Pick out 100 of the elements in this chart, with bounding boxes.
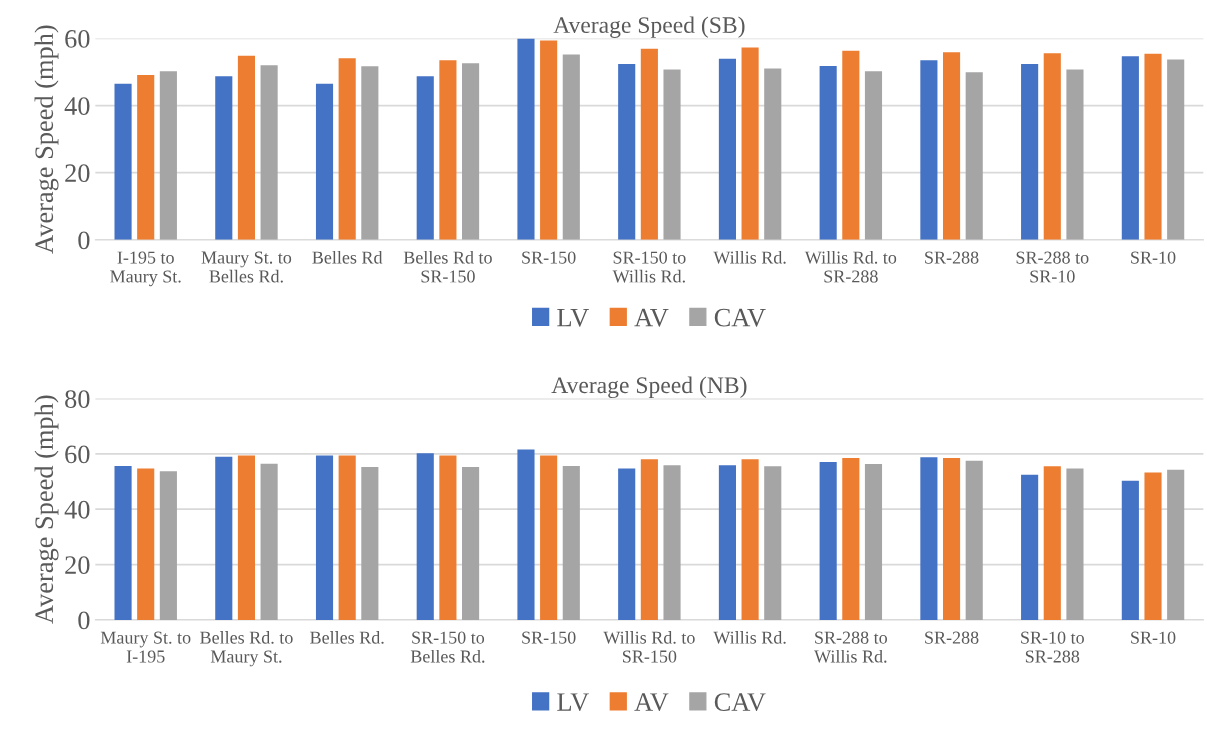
bar — [315, 83, 334, 240]
bar — [965, 460, 983, 620]
bar — [1066, 468, 1084, 620]
bar — [215, 456, 233, 620]
bar — [842, 458, 860, 620]
bar — [640, 459, 658, 620]
bar — [562, 54, 580, 240]
bar — [942, 52, 961, 240]
bar — [114, 83, 132, 240]
bar — [718, 58, 736, 240]
x-tick-label: Belles Rd. — [310, 631, 384, 644]
bar — [1043, 53, 1061, 240]
bar — [920, 457, 938, 620]
x-tick-label: I-195 to Maury St. — [110, 251, 181, 287]
bar — [864, 71, 883, 240]
legend-label: AV — [634, 308, 669, 327]
bar — [618, 63, 636, 240]
bar — [215, 76, 233, 240]
bar — [260, 463, 278, 620]
bar — [819, 461, 837, 620]
bar — [361, 66, 379, 240]
bar — [237, 55, 256, 240]
bar — [159, 71, 177, 240]
x-tick-label: Belles Rd to SR-150 — [403, 250, 492, 283]
bar — [260, 65, 278, 240]
x-tick-label: Maury St. to I-195 — [100, 631, 191, 663]
bar — [718, 465, 736, 620]
bar — [764, 466, 782, 620]
legend-label: CAV — [714, 308, 766, 327]
bar — [338, 58, 356, 240]
bar — [361, 466, 379, 620]
y-tick-label: 80 — [65, 390, 90, 408]
bar — [1043, 466, 1061, 620]
bar — [237, 455, 256, 620]
bar — [462, 63, 480, 240]
bar — [1121, 56, 1139, 240]
y-axis-title: Average Speed (mph) — [34, 25, 59, 254]
x-tick-label: Willis Rd. to SR-150 — [603, 631, 695, 663]
bar — [965, 72, 983, 240]
bar — [663, 69, 681, 240]
x-tick-label: Willis Rd. — [713, 631, 786, 644]
x-tick-label: SR-288 — [925, 251, 979, 264]
bar — [741, 47, 759, 240]
bar — [920, 60, 938, 240]
bar — [640, 48, 658, 240]
x-tick-label: SR-150 to Willis Rd. — [612, 251, 686, 283]
x-tick-label: Belles Rd. to Maury St. — [200, 631, 293, 667]
y-tick-label: 40 — [64, 500, 90, 519]
bar — [663, 465, 681, 620]
legend-label: LV — [557, 308, 589, 327]
y-tick-label: 40 — [64, 97, 90, 115]
bar — [1066, 69, 1084, 240]
y-tick-label: 0 — [78, 231, 90, 250]
bar — [1121, 480, 1139, 620]
bar — [1021, 474, 1039, 620]
y-tick-label: 20 — [65, 556, 90, 574]
x-tick-label: Willis Rd. to SR-288 — [804, 250, 897, 283]
chart-title: Average Speed (NB) — [551, 376, 747, 399]
x-tick-label: Willis Rd. — [713, 250, 786, 264]
bar — [942, 458, 961, 620]
y-axis-title: Average Speed (mph) — [34, 395, 59, 624]
y-tick-label: 20 — [65, 164, 90, 183]
x-tick-label: SR-10 — [1131, 251, 1176, 264]
bar — [517, 449, 535, 620]
bar — [416, 453, 434, 620]
bar — [1167, 59, 1185, 240]
y-tick-label: 60 — [65, 445, 90, 464]
x-tick-label: SR-288 — [925, 631, 979, 644]
bar — [338, 455, 356, 620]
legend-label: AV — [634, 693, 669, 712]
y-tick-label: 0 — [78, 611, 90, 630]
bar — [462, 466, 480, 620]
bar — [540, 40, 558, 240]
bar — [137, 74, 155, 240]
legend-label: CAV — [714, 693, 766, 712]
x-tick-label: SR-10 to SR-288 — [1021, 631, 1084, 663]
x-tick-label: SR-150 — [522, 251, 576, 264]
bar — [764, 68, 782, 240]
bar — [618, 468, 636, 620]
x-tick-label: SR-288 to Willis Rd. — [814, 631, 888, 663]
x-tick-label: SR-10 — [1131, 631, 1176, 644]
x-tick-label: SR-150 — [522, 631, 576, 644]
bar — [562, 466, 580, 620]
bar — [864, 464, 883, 620]
x-tick-label: SR-288 to SR-10 — [1016, 251, 1089, 283]
bar — [1144, 53, 1162, 240]
bar — [1021, 63, 1039, 240]
bar — [439, 60, 457, 240]
bar — [1167, 469, 1185, 620]
bar — [315, 455, 334, 620]
bar — [819, 65, 837, 240]
bar — [439, 455, 457, 620]
x-tick-label: Maury St. to Belles Rd. — [201, 251, 292, 283]
bar — [540, 455, 558, 620]
bar — [517, 38, 535, 240]
bar — [137, 468, 155, 620]
x-tick-label: SR-150 to Belles Rd. — [410, 631, 485, 663]
x-tick-label: Belles Rd — [312, 250, 383, 264]
y-tick-label: 60 — [65, 29, 90, 48]
legend-label: LV — [557, 693, 589, 712]
